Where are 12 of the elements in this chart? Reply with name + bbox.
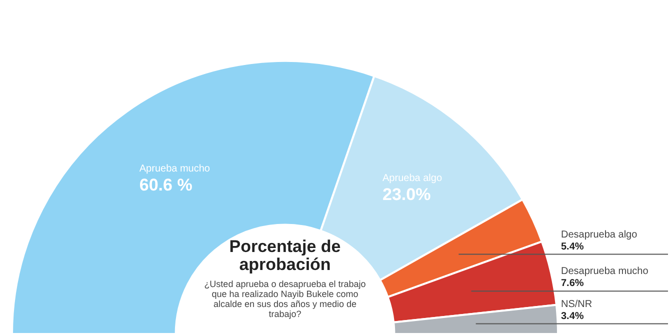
slice-label: Desaprueba mucho — [561, 266, 649, 278]
slice-label: Desaprueba algo — [561, 229, 638, 240]
slice-label: Aprueba mucho — [139, 164, 210, 175]
text: Porcentaje de aprobación — [228, 237, 342, 274]
text: ¿Usted aprueba o desaprueba el trabajo que ha realizado Nayib Bukele como alcalde en sus dos años y medio de trabajo? — [203, 279, 367, 319]
slice-label: Aprueba algo — [382, 172, 442, 184]
data-label: 7.6% — [561, 278, 584, 290]
data-label: 60.6 % — [139, 176, 192, 195]
slice-label: NS/NR — [561, 298, 592, 310]
data-label: 5.4% — [561, 241, 584, 252]
data-label: 3.4% — [561, 310, 584, 322]
data-label: 23.0% — [382, 184, 431, 204]
